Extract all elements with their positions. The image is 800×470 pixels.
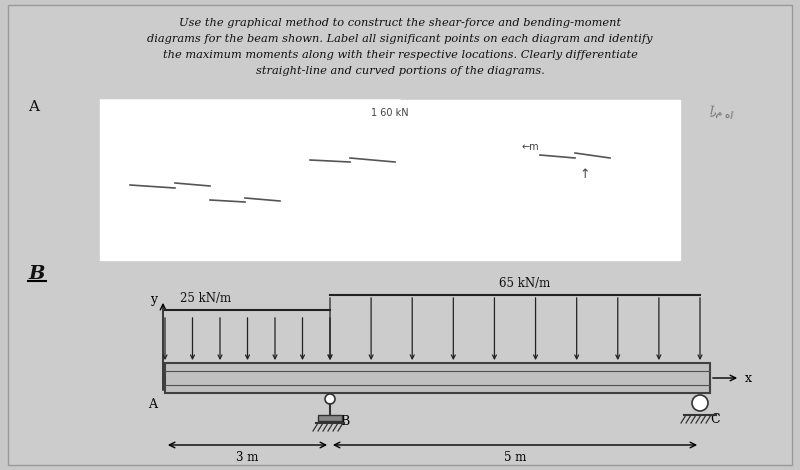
Text: A: A <box>28 100 39 114</box>
Text: diagrams for the beam shown. Label all significant points on each diagram and id: diagrams for the beam shown. Label all s… <box>147 34 653 44</box>
Text: B: B <box>340 415 350 428</box>
Polygon shape <box>105 135 430 165</box>
Text: آرم ها: آرم ها <box>709 105 735 121</box>
Text: ↑: ↑ <box>580 168 590 181</box>
Text: 25 kN/m: 25 kN/m <box>180 292 231 305</box>
Text: ←m: ←m <box>521 142 539 152</box>
Text: the maximum moments along with their respective locations. Clearly differentiate: the maximum moments along with their res… <box>162 50 638 60</box>
Text: B: B <box>28 265 45 283</box>
Polygon shape <box>108 155 440 183</box>
Text: y: y <box>150 293 157 306</box>
Polygon shape <box>140 168 670 188</box>
Text: 65 kN/m: 65 kN/m <box>499 277 550 290</box>
Circle shape <box>692 395 708 411</box>
Text: 5 m: 5 m <box>504 451 526 464</box>
Polygon shape <box>100 100 430 125</box>
Bar <box>165 363 710 393</box>
Polygon shape <box>320 108 540 125</box>
Polygon shape <box>530 115 680 135</box>
Polygon shape <box>105 118 420 148</box>
Text: 3 m: 3 m <box>236 451 258 464</box>
Polygon shape <box>200 182 660 202</box>
Bar <box>318 415 342 421</box>
Text: C: C <box>710 413 720 426</box>
Polygon shape <box>160 115 320 130</box>
Circle shape <box>325 394 335 404</box>
Text: Use the graphical method to construct the shear-force and bending-moment: Use the graphical method to construct th… <box>179 18 621 28</box>
Text: A: A <box>148 398 157 411</box>
Text: 1 60 kN: 1 60 kN <box>371 108 409 118</box>
Text: x: x <box>745 371 752 384</box>
Bar <box>100 100 680 260</box>
Text: straight-line and curved portions of the diagrams.: straight-line and curved portions of the… <box>255 66 545 76</box>
